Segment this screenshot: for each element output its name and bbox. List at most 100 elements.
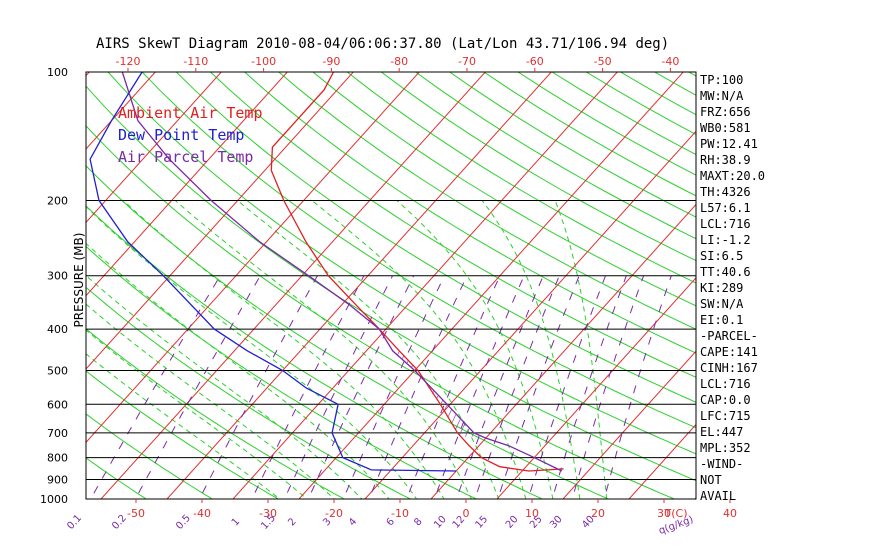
dry-adiabat-line <box>86 205 544 499</box>
index-row: WB0:581 <box>700 121 751 135</box>
mixing-ratio-line <box>283 275 394 499</box>
index-row: CAPE:141 <box>700 345 758 359</box>
index-row: CINH:167 <box>700 361 758 375</box>
index-row: KI:289 <box>700 281 744 295</box>
index-row: AVAIL <box>700 489 737 503</box>
isotherm-line <box>232 72 618 499</box>
mixing-ratio-line <box>90 275 221 499</box>
mixing-ratio-tick-label: 4 <box>347 516 359 528</box>
index-row: TH:4326 <box>700 185 751 199</box>
isotherm-line <box>562 350 696 499</box>
dry-adiabat-line <box>86 245 478 499</box>
dry-adiabat-line <box>381 72 696 262</box>
moist-adiabat-line <box>174 200 472 499</box>
pressure-tick-label: 500 <box>47 364 68 377</box>
index-row: SI:6.5 <box>700 249 744 263</box>
isotherm-line <box>86 72 156 150</box>
pressure-tick-label: 900 <box>47 473 68 486</box>
mixing-ratio-tick-label: 0.5 <box>174 513 193 532</box>
index-row: EI:0.1 <box>700 313 744 327</box>
isotherm-line <box>430 203 696 499</box>
mixing-ratio-tick-label: 1 <box>230 516 242 528</box>
pressure-tick-label: 400 <box>47 323 68 336</box>
index-row: LFC:715 <box>700 409 751 423</box>
mixing-ratio-tick-label: 8 <box>412 516 424 528</box>
moist-adiabat-line <box>86 274 363 499</box>
legend-entry: Air Parcel Temp <box>118 148 254 166</box>
index-row: NOT <box>700 473 722 487</box>
index-row: LI:-1.2 <box>700 233 751 247</box>
bottom-temp-tick-label: -50 <box>127 507 145 520</box>
dry-adiabat-line <box>86 85 696 482</box>
mixing-ratio-line <box>134 275 261 499</box>
isotherm-line <box>628 423 696 499</box>
dry-adiabat-line <box>312 72 696 307</box>
index-row: MPL:352 <box>700 441 751 455</box>
index-row: PW:12.41 <box>700 137 758 151</box>
dry-adiabat-line <box>86 370 280 499</box>
index-row: CAP:0.0 <box>700 393 751 407</box>
chart-title: AIRS SkewT Diagram 2010-08-04/06:06:37.8… <box>96 36 670 52</box>
index-row: -PARCEL- <box>700 329 758 343</box>
top-temp-tick-label: -120 <box>116 55 141 68</box>
pressure-tick-label: 200 <box>47 195 68 208</box>
isotherm-line <box>86 72 222 224</box>
mixing-ratio-line <box>603 275 672 499</box>
bottom-temp-tick-label: 0 <box>463 507 470 520</box>
y-axis-label: PRESSURE (MB) <box>72 233 86 328</box>
bottom-temp-tick-label: -20 <box>325 507 343 520</box>
moist-adiabat-line <box>481 200 581 499</box>
moist-adiabat-line <box>86 329 308 499</box>
top-temp-tick-label: -110 <box>183 55 208 68</box>
index-row: MW:N/A <box>700 89 744 103</box>
mixing-ratio-tick-label: 10 <box>432 514 449 531</box>
dry-adiabat-line <box>107 72 696 455</box>
bottom-temp-tick-label: 30 <box>657 507 671 520</box>
isotherm-line <box>86 72 354 370</box>
ambient-air-temp-line <box>270 72 564 472</box>
top-temp-tick-label: -40 <box>661 55 679 68</box>
index-row: LCL:716 <box>700 377 751 391</box>
mixing-ratio-tick-label: 30 <box>548 514 565 531</box>
dry-adiabat-line <box>0 72 27 508</box>
mixing-ratio-line <box>497 275 580 499</box>
moist-adiabat-line <box>237 200 500 499</box>
mixing-ratio-line <box>551 275 627 499</box>
index-row: LCL:716 <box>700 217 751 231</box>
moist-adiabat-line <box>86 242 390 499</box>
bottom-temp-tick-label: 40 <box>723 507 737 520</box>
dry-adiabat-line <box>141 72 696 429</box>
index-row: L57:6.1 <box>700 201 751 215</box>
index-row: FRZ:656 <box>700 105 751 119</box>
isotherm-line <box>166 72 552 499</box>
index-row: SW:N/A <box>700 297 744 311</box>
index-row: TT:40.6 <box>700 265 751 279</box>
index-row: RH:38.9 <box>700 153 751 167</box>
isotherm-line <box>100 72 486 499</box>
moist-adiabat-line <box>86 205 418 499</box>
mixing-ratio-tick-label: 15 <box>474 514 491 531</box>
dry-adiabat-line <box>175 72 696 403</box>
dry-adiabat-line <box>86 165 610 499</box>
moist-adiabat-line <box>396 200 554 499</box>
mixing-ratio-line <box>368 275 468 499</box>
stability-indices-panel: TP:100 MW:N/A FRZ:656 WB0:581 PW:12.41 RH:38.… <box>700 72 865 504</box>
bottom-temp-tick-label: 10 <box>525 507 539 520</box>
mixing-ratio-line <box>342 275 445 499</box>
moist-adiabat-line <box>311 200 527 499</box>
plot-frame <box>85 71 697 500</box>
moist-adiabat-line <box>86 353 281 499</box>
bottom-temp-tick-label: -10 <box>391 507 409 520</box>
mixing-ratio-line <box>251 275 365 499</box>
mixing-ratio-tick-label: 2 <box>286 516 298 528</box>
dry-adiabat-line <box>86 286 412 499</box>
legend-entry: Dew Point Temp <box>118 126 245 144</box>
mixing-ratio-tick-label: 0.1 <box>65 513 84 532</box>
dry-adiabat-line <box>86 413 214 499</box>
index-row: -WIND- <box>700 457 744 471</box>
air-parcel-temp-line <box>121 72 563 472</box>
pressure-tick-label: 100 <box>47 66 68 79</box>
top-temp-tick-label: -100 <box>251 55 276 68</box>
pressure-tick-label: 800 <box>47 452 68 465</box>
bottom-temp-tick-label: 20 <box>591 507 605 520</box>
